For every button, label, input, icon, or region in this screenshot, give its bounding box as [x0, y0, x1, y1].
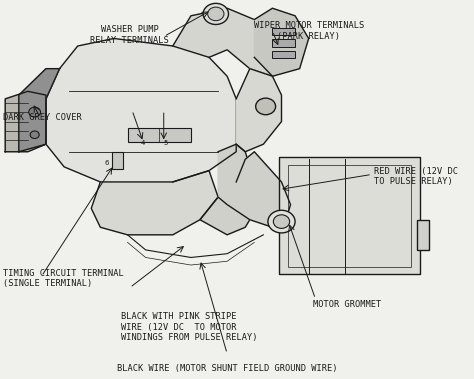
- Polygon shape: [218, 152, 291, 227]
- FancyBboxPatch shape: [418, 220, 428, 250]
- FancyBboxPatch shape: [273, 50, 295, 58]
- Text: WASHER PUMP
RELAY TERMINALS: WASHER PUMP RELAY TERMINALS: [91, 25, 169, 45]
- Circle shape: [268, 210, 295, 233]
- Text: 6: 6: [104, 160, 109, 166]
- Circle shape: [208, 7, 224, 21]
- Text: RED WIRE (12V DC
TO PULSE RELAY): RED WIRE (12V DC TO PULSE RELAY): [374, 167, 458, 186]
- Text: WIPER MOTOR TERMINALS
(PARK RELAY): WIPER MOTOR TERMINALS (PARK RELAY): [254, 22, 364, 41]
- FancyBboxPatch shape: [279, 157, 419, 274]
- Polygon shape: [173, 8, 282, 76]
- FancyBboxPatch shape: [128, 128, 191, 142]
- Text: TIMING CIRCUIT TERMINAL
(SINGLE TERMINAL): TIMING CIRCUIT TERMINAL (SINGLE TERMINAL…: [3, 269, 124, 288]
- Polygon shape: [46, 38, 236, 182]
- Polygon shape: [236, 69, 282, 152]
- Text: BLACK WITH PINK STRIPE
WIRE (12V DC  TO MOTOR
WINDINGS FROM PULSE RELAY): BLACK WITH PINK STRIPE WIRE (12V DC TO M…: [121, 312, 257, 342]
- Circle shape: [203, 3, 228, 25]
- FancyBboxPatch shape: [273, 28, 295, 35]
- Polygon shape: [19, 69, 60, 152]
- Text: DARK GREY COVER: DARK GREY COVER: [3, 113, 82, 122]
- Circle shape: [30, 131, 39, 138]
- Circle shape: [29, 107, 41, 117]
- Polygon shape: [5, 91, 46, 152]
- Circle shape: [273, 215, 290, 229]
- FancyBboxPatch shape: [112, 152, 123, 169]
- FancyBboxPatch shape: [273, 39, 295, 47]
- Polygon shape: [255, 8, 309, 76]
- Text: MOTOR GROMMET: MOTOR GROMMET: [313, 300, 382, 309]
- Text: BLACK WIRE (MOTOR SHUNT FIELD GROUND WIRE): BLACK WIRE (MOTOR SHUNT FIELD GROUND WIR…: [117, 364, 337, 373]
- Polygon shape: [200, 144, 255, 235]
- Text: 4: 4: [141, 140, 146, 146]
- Circle shape: [255, 98, 275, 115]
- Text: 5: 5: [164, 140, 168, 146]
- Polygon shape: [91, 171, 218, 235]
